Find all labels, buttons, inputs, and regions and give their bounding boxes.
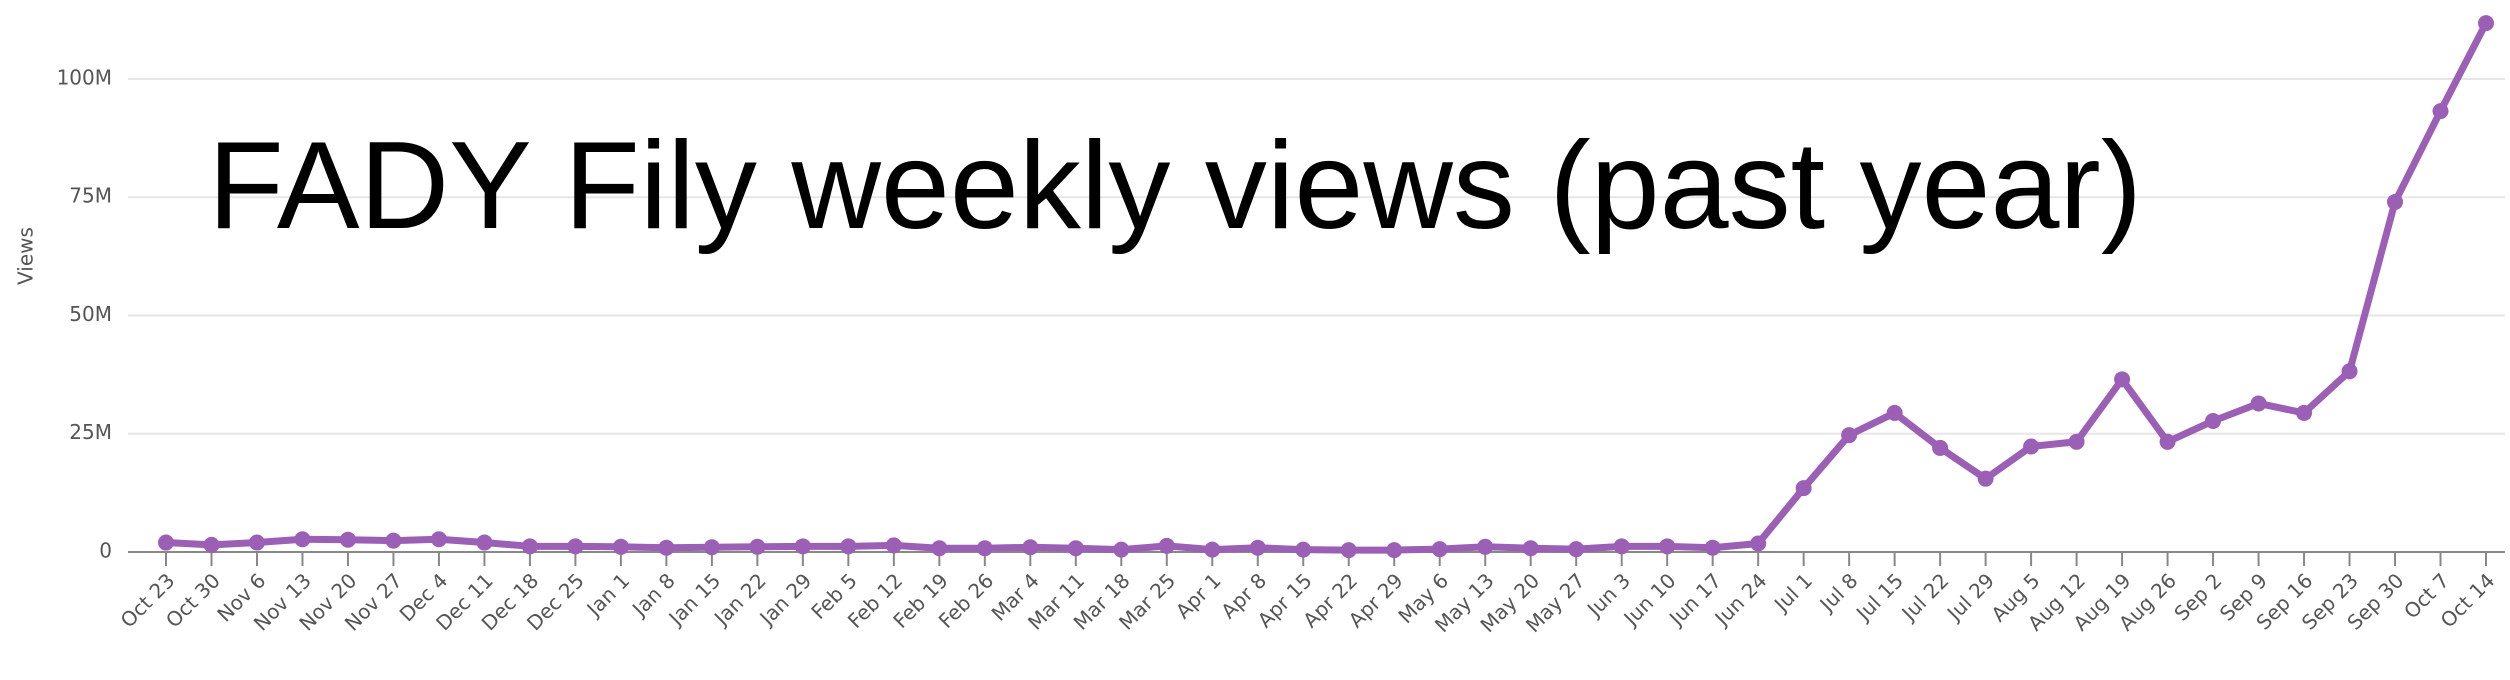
y-tick-label: 75M <box>69 184 112 208</box>
x-tick-label: Jul 29 <box>1941 568 1999 626</box>
point <box>1795 480 1812 497</box>
point <box>2205 412 2222 429</box>
point <box>2023 438 2040 455</box>
point <box>1659 538 1676 555</box>
x-tick-label: Sep 2 <box>2169 568 2226 625</box>
point <box>385 532 402 549</box>
point <box>1113 541 1130 558</box>
point <box>2068 433 2085 450</box>
point <box>931 540 948 557</box>
point <box>158 534 174 551</box>
point <box>1158 537 1175 554</box>
point <box>1295 541 1312 558</box>
y-tick-label: 25M <box>69 420 112 444</box>
point <box>976 540 993 557</box>
point <box>2250 395 2267 412</box>
point <box>749 538 766 555</box>
point <box>1886 404 1903 421</box>
point <box>1340 542 1357 559</box>
chart-title: FADY Fily weekly views (past year) <box>208 117 2142 255</box>
y-tick-label: 0 <box>99 539 112 563</box>
point <box>1249 539 1266 556</box>
x-tick-label: Apr 1 <box>1171 568 1226 623</box>
point <box>1932 439 1949 456</box>
point <box>203 536 220 553</box>
point <box>2114 371 2131 388</box>
point <box>2432 103 2449 120</box>
point <box>2478 15 2494 32</box>
point <box>567 538 584 555</box>
point <box>430 531 447 548</box>
line <box>165 21 2490 554</box>
point <box>1568 541 1585 558</box>
point <box>1204 541 1221 558</box>
point <box>885 537 902 554</box>
point <box>1613 538 1630 555</box>
point <box>840 538 857 555</box>
point <box>1750 535 1767 552</box>
y-tick-label: 50M <box>69 302 112 326</box>
point <box>1704 539 1721 556</box>
point <box>1477 538 1494 555</box>
x-tick-label: Jul 1 <box>1768 568 1817 617</box>
point <box>294 531 311 548</box>
point <box>521 538 538 555</box>
point <box>1067 540 1084 557</box>
point <box>476 534 493 551</box>
point <box>612 538 629 555</box>
x-tick-label: Jul 15 <box>1850 568 1908 626</box>
point <box>2341 363 2358 380</box>
point <box>794 538 811 555</box>
point <box>1431 541 1448 558</box>
point <box>248 534 265 551</box>
y-tick-label: 100M <box>57 65 112 89</box>
y-axis-label: Views <box>14 227 38 285</box>
point <box>2296 404 2313 421</box>
point <box>1522 540 1539 557</box>
point <box>658 539 675 556</box>
point <box>2159 433 2176 450</box>
x-tick-label: Jul 22 <box>1896 568 1954 626</box>
point <box>339 531 356 548</box>
point <box>1022 539 1039 556</box>
point <box>703 539 720 556</box>
point <box>1386 542 1403 559</box>
x-tick-label: Jan 1 <box>581 568 635 622</box>
point <box>1841 427 1858 444</box>
point <box>1977 470 1994 487</box>
point <box>2387 193 2404 210</box>
